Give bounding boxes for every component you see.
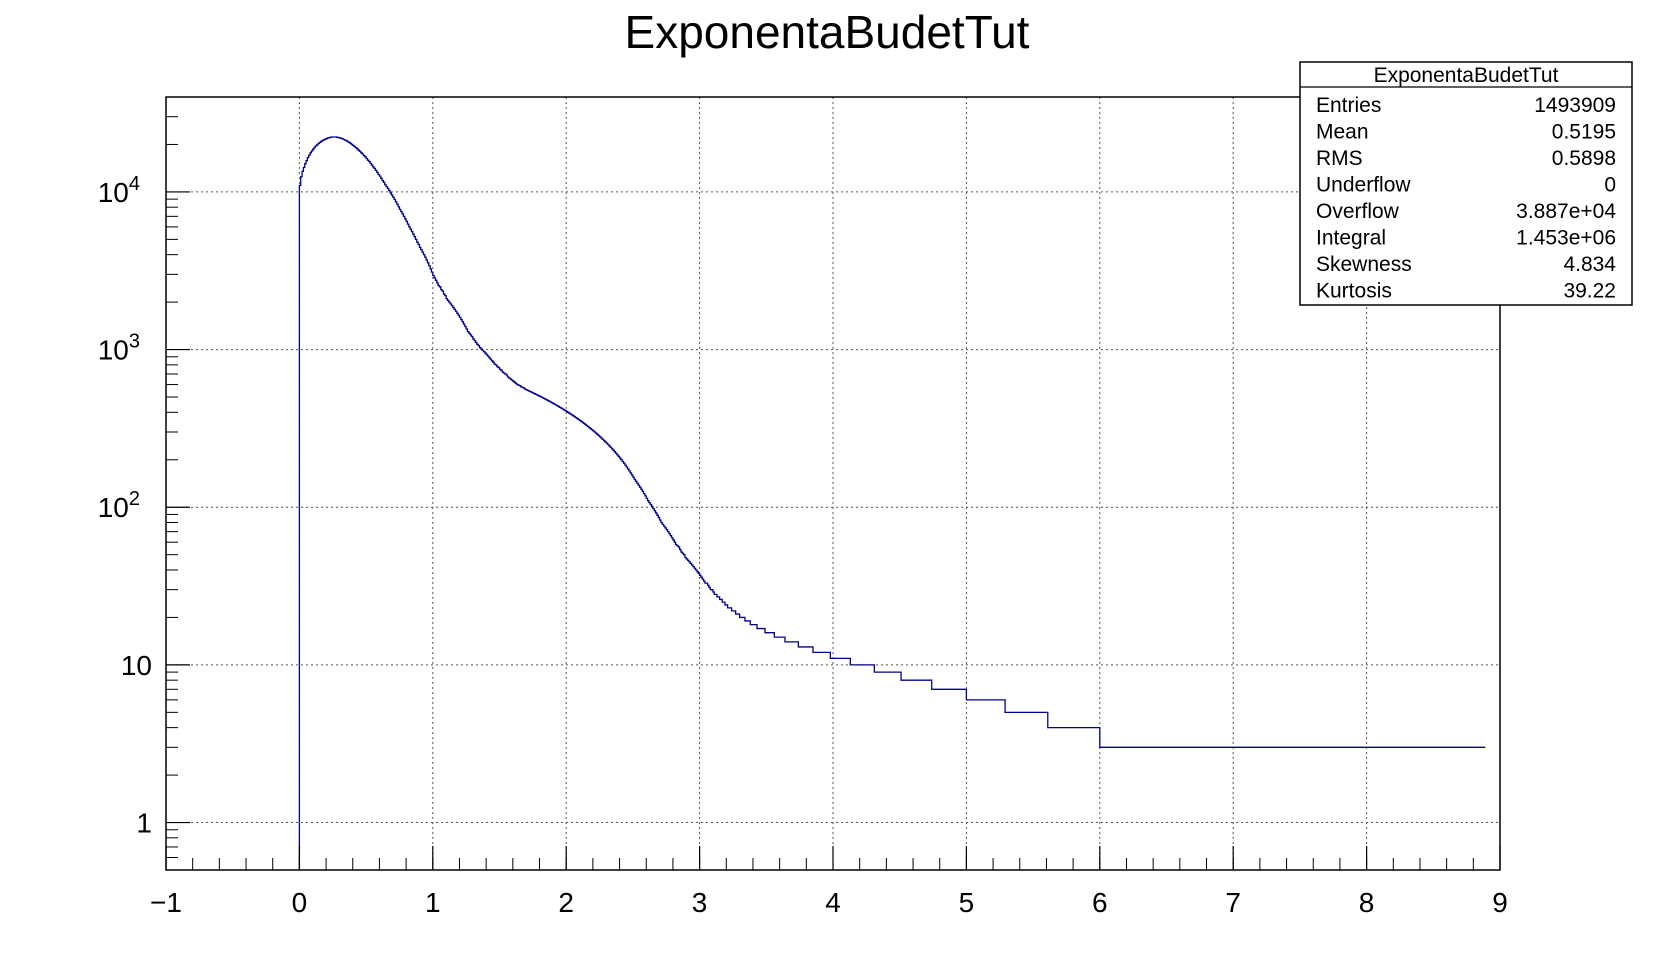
stats-rows: Entries 1493909 Mean 0.5195 RMS 0.5898 Underfl…: [1316, 94, 1616, 303]
stats-box-title: ExponentaBudetTut: [1374, 64, 1559, 87]
chart-title: ExponentaBudetTut: [625, 6, 1030, 58]
x-tick-label: 9: [1492, 887, 1508, 918]
x-tick-label: 4: [825, 887, 841, 918]
x-tick-label: 2: [558, 887, 574, 918]
y-tick-label: 103: [98, 331, 140, 366]
stats-value: 0: [1604, 174, 1616, 197]
x-tick-label: 5: [959, 887, 975, 918]
stats-box-frame: [1299, 61, 1633, 306]
stats-value: 39.22: [1563, 280, 1616, 303]
x-tick-label: 0: [292, 887, 308, 918]
stats-value: 4.834: [1563, 253, 1616, 276]
stats-box: ExponentaBudetTut Entries 1493909 Mean 0.51…: [1299, 61, 1633, 306]
histogram-series: [298, 136, 1486, 870]
stats-label: Overflow: [1316, 200, 1400, 223]
stats-value: 0.5898: [1552, 147, 1616, 170]
x-tick-label: 1: [425, 887, 441, 918]
axes: [165, 96, 1501, 871]
stats-label: RMS: [1316, 147, 1363, 170]
y-tick-label: 10: [121, 650, 152, 681]
stats-value: 0.5195: [1552, 121, 1616, 144]
x-tick-labels: −1 0 1 2 3 4 5 6 7 8 9: [150, 887, 1508, 918]
stats-label: Entries: [1316, 94, 1381, 117]
grid-lines: [166, 97, 1500, 870]
y-tick-label: 102: [98, 488, 140, 523]
stats-label: Skewness: [1316, 253, 1412, 276]
y-tick-label: 104: [98, 173, 140, 208]
y-tick-labels: 1 10 102 103 104: [98, 173, 152, 839]
x-tick-label: 3: [692, 887, 708, 918]
stats-value: 3.887e+04: [1516, 200, 1616, 223]
y-tick-label: 1: [136, 808, 152, 839]
plot-frame: [165, 96, 1501, 871]
x-tick-label: −1: [150, 887, 182, 918]
x-tick-label: 8: [1359, 887, 1375, 918]
stats-value: 1.453e+06: [1516, 227, 1616, 250]
stats-label: Mean: [1316, 121, 1369, 144]
stats-value: 1493909: [1534, 94, 1616, 117]
x-tick-label: 6: [1092, 887, 1108, 918]
histogram-line: [298, 136, 1486, 870]
x-tick-label: 7: [1225, 887, 1241, 918]
stats-label: Underflow: [1316, 174, 1411, 197]
stats-label: Kurtosis: [1316, 280, 1392, 303]
stats-label: Integral: [1316, 227, 1386, 250]
